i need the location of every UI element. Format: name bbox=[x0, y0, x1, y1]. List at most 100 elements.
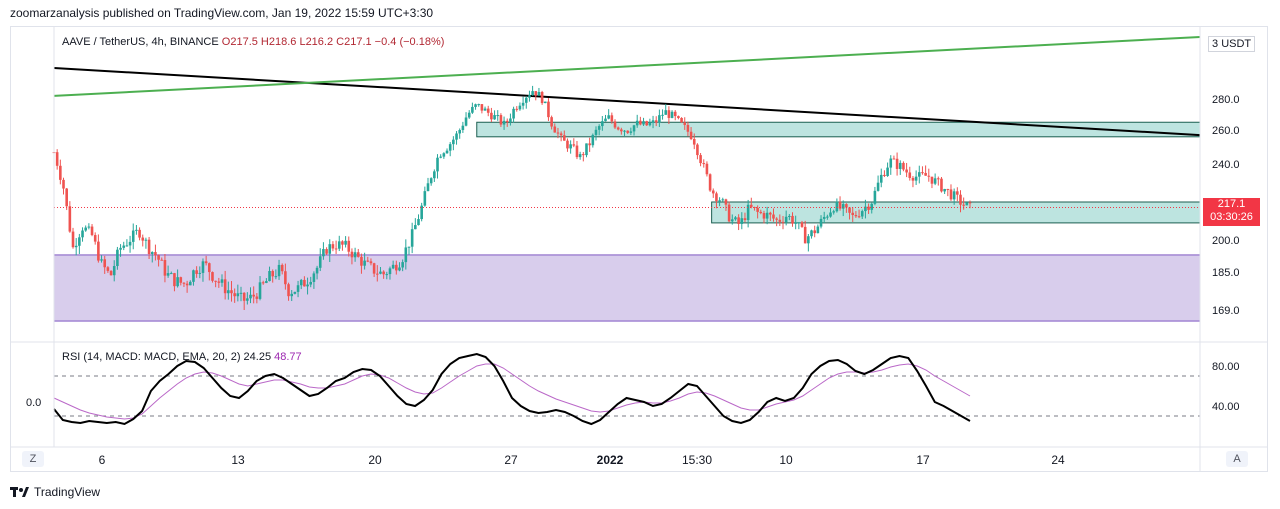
candle bbox=[414, 218, 417, 230]
candle bbox=[255, 293, 259, 304]
candle bbox=[632, 124, 636, 136]
candle-body bbox=[322, 249, 325, 257]
bar-countdown: 03:30:26 bbox=[1210, 211, 1253, 223]
candle-body bbox=[895, 158, 899, 169]
candle-body bbox=[109, 270, 113, 276]
rsi-signal-line bbox=[53, 363, 971, 420]
rsi-tick-label: 40.00 bbox=[1212, 401, 1240, 413]
candle bbox=[433, 169, 436, 182]
price-pane bbox=[52, 36, 1201, 322]
candle-body bbox=[369, 261, 373, 264]
currency-prefix: 3 bbox=[1212, 38, 1219, 50]
candle bbox=[746, 199, 750, 228]
candle bbox=[486, 105, 490, 117]
footer-brand[interactable]: TradingView bbox=[10, 485, 100, 499]
rsi-legend-value-1: 24.25 bbox=[243, 351, 272, 363]
candle-body bbox=[284, 271, 287, 285]
candle bbox=[559, 131, 563, 142]
candle bbox=[322, 242, 325, 260]
candle bbox=[395, 260, 398, 275]
candle-body bbox=[188, 281, 192, 286]
symbol-text: AAVE / TetherUS, 4h, BINANCE bbox=[62, 36, 219, 48]
candle bbox=[800, 220, 804, 228]
candle bbox=[677, 115, 680, 120]
candle-body bbox=[775, 218, 778, 220]
candle-body bbox=[756, 207, 759, 212]
candle bbox=[448, 142, 452, 157]
candle bbox=[940, 176, 943, 193]
time-tick-label: 2022 bbox=[597, 453, 624, 467]
candle-body bbox=[734, 217, 737, 220]
auto-scale-button[interactable]: A bbox=[1226, 451, 1248, 467]
candle-body bbox=[597, 126, 601, 130]
candle bbox=[826, 214, 829, 220]
candle-body bbox=[227, 290, 230, 294]
candle bbox=[138, 227, 141, 241]
candle-body bbox=[404, 247, 408, 263]
candle-body bbox=[328, 244, 332, 254]
candle-body bbox=[509, 118, 512, 122]
candle bbox=[635, 114, 639, 128]
candle-body bbox=[658, 115, 661, 123]
candle-body bbox=[236, 293, 240, 297]
candle bbox=[654, 116, 658, 127]
candle-body bbox=[90, 226, 94, 236]
candle-body bbox=[746, 204, 750, 221]
candle-body bbox=[876, 182, 880, 191]
candle-body bbox=[331, 244, 335, 249]
currency-tag[interactable]: 3 USDT bbox=[1208, 36, 1256, 52]
candle bbox=[835, 198, 839, 213]
candle bbox=[921, 166, 924, 175]
candle-body bbox=[379, 271, 382, 274]
candle bbox=[845, 203, 848, 213]
zoom-button[interactable]: Z bbox=[22, 451, 44, 467]
candle-body bbox=[933, 178, 937, 184]
candle bbox=[607, 109, 610, 120]
candle bbox=[756, 205, 759, 219]
candle-body bbox=[677, 116, 680, 118]
candle bbox=[246, 292, 249, 305]
candle-body bbox=[426, 183, 430, 192]
candle-body bbox=[765, 212, 769, 219]
candle bbox=[341, 240, 344, 251]
candle-body bbox=[395, 264, 398, 271]
candle-body bbox=[642, 121, 645, 125]
candle bbox=[524, 96, 528, 109]
candle-body bbox=[147, 239, 151, 255]
rsi-tick-label: 80.00 bbox=[1212, 361, 1240, 373]
candle bbox=[169, 271, 173, 275]
candle bbox=[461, 121, 465, 133]
candle-body bbox=[569, 144, 572, 149]
candle-body bbox=[794, 222, 797, 224]
candle-body bbox=[562, 135, 566, 141]
candle bbox=[547, 98, 550, 121]
candle-body bbox=[845, 204, 848, 208]
candle-body bbox=[417, 219, 420, 226]
candle-body bbox=[547, 101, 550, 118]
candle-body bbox=[334, 248, 338, 250]
time-tick-label: 20 bbox=[368, 453, 382, 467]
candle bbox=[176, 269, 179, 288]
candle-body bbox=[154, 252, 157, 256]
candle bbox=[854, 211, 858, 218]
candle bbox=[62, 177, 65, 195]
candle-body bbox=[572, 144, 576, 146]
candle-body bbox=[740, 218, 744, 224]
candle-body bbox=[464, 117, 468, 126]
candle bbox=[242, 292, 246, 311]
chart-frame[interactable] bbox=[10, 26, 1268, 472]
candle bbox=[667, 106, 671, 125]
candle bbox=[296, 280, 300, 298]
candle bbox=[832, 209, 836, 215]
candle bbox=[401, 259, 404, 272]
candle-body bbox=[337, 241, 341, 249]
candle-body bbox=[784, 216, 788, 223]
candle bbox=[214, 280, 217, 288]
candle bbox=[730, 214, 734, 225]
candle bbox=[680, 117, 683, 123]
candle-body bbox=[385, 274, 389, 276]
candle bbox=[879, 168, 883, 188]
candle bbox=[185, 280, 189, 293]
candle-body bbox=[914, 176, 918, 181]
